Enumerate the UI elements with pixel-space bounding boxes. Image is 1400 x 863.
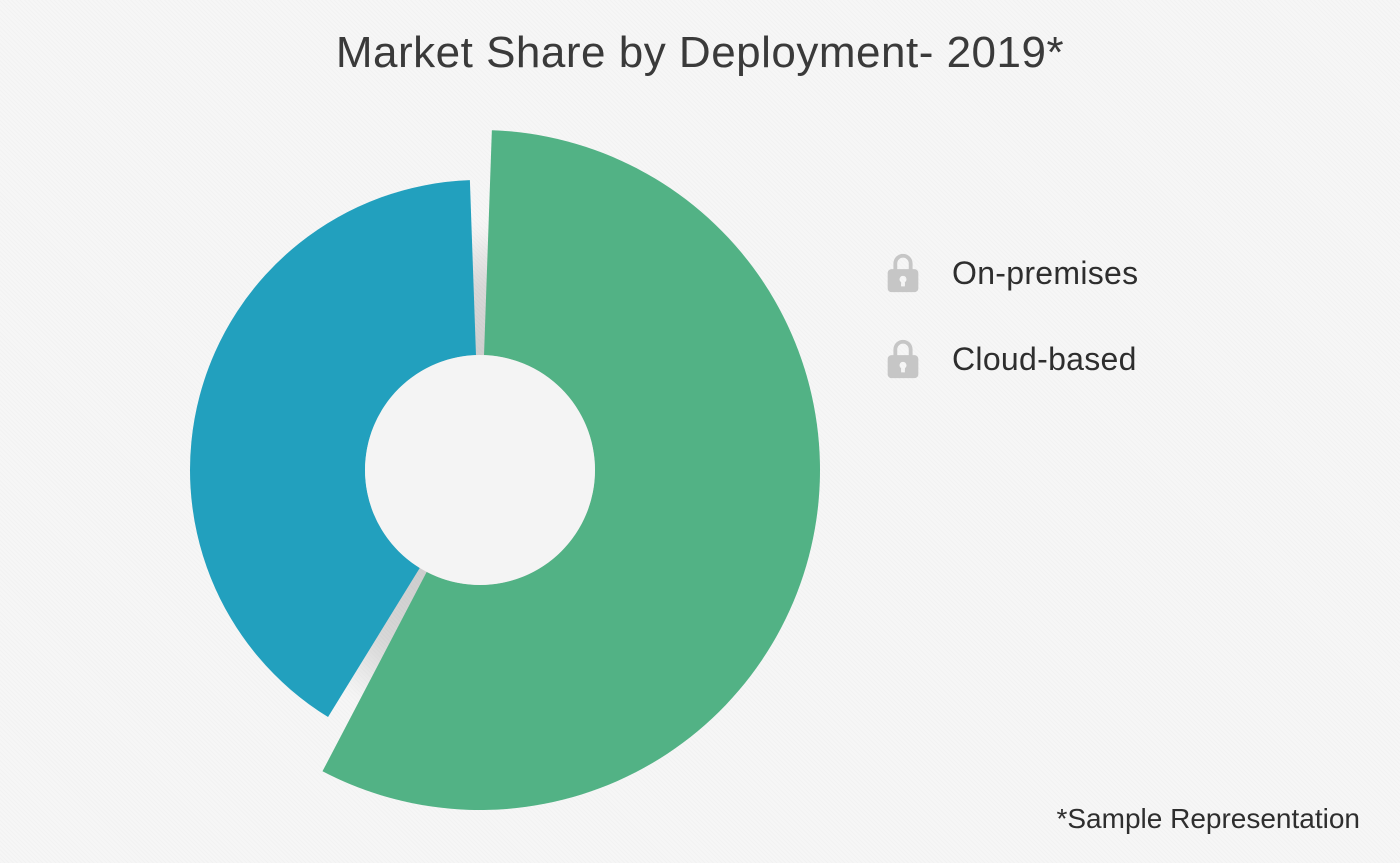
donut-svg bbox=[120, 110, 840, 830]
donut-chart bbox=[120, 110, 840, 830]
chart-title: Market Share by Deployment- 2019* bbox=[0, 28, 1400, 78]
legend: On-premises Cloud-based bbox=[880, 250, 1138, 422]
legend-item-cloud-based: Cloud-based bbox=[880, 336, 1138, 382]
lock-icon bbox=[880, 336, 926, 382]
donut-hole bbox=[365, 355, 595, 585]
footnote: *Sample Representation bbox=[1056, 803, 1360, 835]
lock-icon bbox=[880, 250, 926, 296]
legend-label: Cloud-based bbox=[952, 341, 1137, 378]
legend-item-on-premises: On-premises bbox=[880, 250, 1138, 296]
legend-label: On-premises bbox=[952, 255, 1138, 292]
